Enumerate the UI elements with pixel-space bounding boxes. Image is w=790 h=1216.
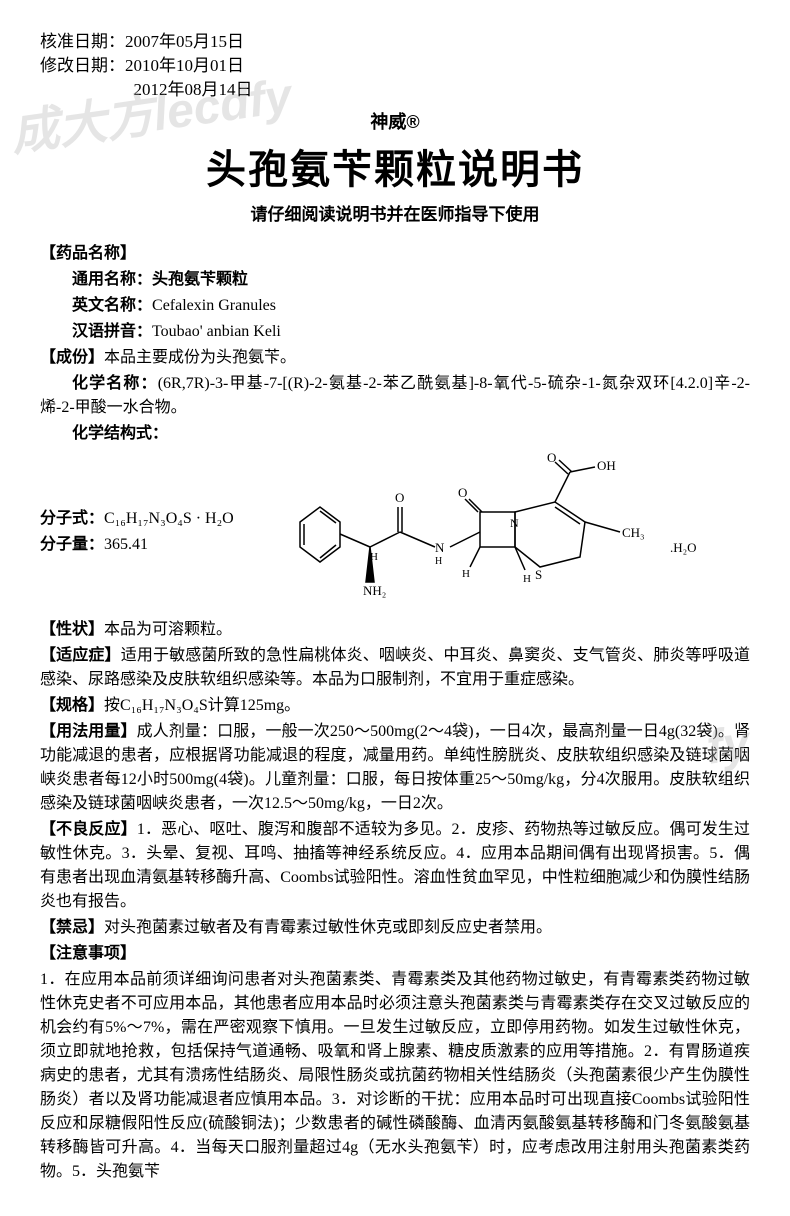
approval-label: 核准日期： xyxy=(40,32,125,51)
precautions-text: 1．在应用本品前须详细询问患者对头孢菌素类、青霉素类及其他药物过敏史，有青霉素类… xyxy=(40,971,750,1180)
indications-row: 【适应症】适用于敏感菌所致的急性扁桃体炎、咽峡炎、中耳炎、鼻窦炎、支气管炎、肺炎… xyxy=(40,644,750,692)
page-title: 头孢氨苄颗粒说明书 xyxy=(40,140,750,200)
formula-label: 分子式： xyxy=(40,510,104,527)
svg-text:H: H xyxy=(370,551,378,563)
revision-date-2: 2012年08月14日 xyxy=(134,80,253,99)
dosage-text: 成人剂量：口服，一般一次250～500mg(2～4袋)，一日4次，最高剂量一日4… xyxy=(40,723,750,812)
svg-text:S: S xyxy=(535,567,542,582)
adverse-text: 1．恶心、呕吐、腹泻和腹部不适较为多见。2．皮疹、药物热等过敏反应。偶可发生过敏… xyxy=(40,821,750,910)
drug-name-head: 【药品名称】 xyxy=(40,245,136,262)
structure-row: 分子式：C₁₆H₁₇N₃O₄S · H₂O 分子量：365.41 xyxy=(40,452,750,612)
weight-label: 分子量： xyxy=(40,536,104,553)
precautions-text-row: 1．在应用本品前须详细询问患者对头孢菌素类、青霉素类及其他药物过敏史，有青霉素类… xyxy=(40,968,750,1184)
spec-row: 【规格】按C₁₆H₁₇N₃O₄S计算125mg。 xyxy=(40,694,750,718)
struct-label: 化学结构式： xyxy=(72,425,168,442)
english-name-value: Cefalexin Granules xyxy=(152,297,276,314)
struct-label-row: 化学结构式： xyxy=(40,422,750,446)
pinyin-value: Toubao' anbian Keli xyxy=(152,323,281,340)
formula-value: C₁₆H₁₇N₃O₄S · H₂O xyxy=(104,510,234,527)
properties-head: 【性状】 xyxy=(40,621,104,638)
contra-row: 【禁忌】对头孢菌素过敏者及有青霉素过敏性休克或即刻反应史者禁用。 xyxy=(40,916,750,940)
svg-text:N: N xyxy=(435,540,445,555)
chemical-structure-diagram: O NH₂ H N H O N S H H O OH CH₃ .H₂O xyxy=(270,452,750,612)
weight-value: 365.41 xyxy=(104,536,148,553)
svg-text:NH₂: NH₂ xyxy=(363,583,386,598)
svg-text:O: O xyxy=(395,490,404,505)
brand-name: 神威® xyxy=(40,109,750,136)
properties-text: 本品为可溶颗粒。 xyxy=(104,621,232,638)
composition-head: 【成份】 xyxy=(40,349,104,366)
chem-name-label: 化学名称： xyxy=(72,375,158,392)
composition-row: 【成份】本品主要成份为头孢氨苄。 xyxy=(40,346,750,370)
contra-head: 【禁忌】 xyxy=(40,919,104,936)
dosage-row: 【用法用量】成人剂量：口服，一般一次250～500mg(2～4袋)，一日4次，最… xyxy=(40,720,750,816)
svg-text:O: O xyxy=(547,452,556,465)
revision-date-1: 2010年10月01日 xyxy=(125,56,244,75)
composition-main: 本品主要成份为头孢氨苄。 xyxy=(104,349,296,366)
svg-text:H: H xyxy=(435,556,442,567)
properties-row: 【性状】本品为可溶颗粒。 xyxy=(40,618,750,642)
svg-text:N: N xyxy=(510,516,519,530)
formula-row: 分子式：C₁₆H₁₇N₃O₄S · H₂O xyxy=(40,507,270,531)
svg-text:H: H xyxy=(462,568,470,580)
indications-text: 适用于敏感菌所致的急性扁桃体炎、咽峡炎、中耳炎、鼻窦炎、支气管炎、肺炎等呼吸道感… xyxy=(40,647,750,688)
page-subtitle: 请仔细阅读说明书并在医师指导下使用 xyxy=(40,202,750,228)
chem-name-row: 化学名称：(6R,7R)-3-甲基-7-[(R)-2-氨基-2-苯乙酰氨基]-8… xyxy=(40,372,750,420)
header-dates: 核准日期：2007年05月15日 修改日期：2010年10月01日 2012年0… xyxy=(40,30,750,101)
approval-date: 2007年05月15日 xyxy=(125,32,244,51)
precautions-head: 【注意事项】 xyxy=(40,945,136,962)
pinyin-row: 汉语拼音：Toubao' anbian Keli xyxy=(40,320,750,344)
english-name-label: 英文名称： xyxy=(72,297,152,314)
svg-text:OH: OH xyxy=(597,458,616,473)
generic-name-label: 通用名称： xyxy=(72,271,152,288)
weight-row: 分子量：365.41 xyxy=(40,533,270,557)
adverse-head: 【不良反应】 xyxy=(40,821,137,838)
generic-name-value: 头孢氨苄颗粒 xyxy=(152,271,248,288)
contra-text: 对头孢菌素过敏者及有青霉素过敏性休克或即刻反应史者禁用。 xyxy=(104,919,552,936)
spec-head: 【规格】 xyxy=(40,697,104,714)
english-name-row: 英文名称：Cefalexin Granules xyxy=(40,294,750,318)
adverse-row: 【不良反应】1．恶心、呕吐、腹泻和腹部不适较为多见。2．皮疹、药物热等过敏反应。… xyxy=(40,818,750,914)
generic-name-row: 通用名称：头孢氨苄颗粒 xyxy=(40,268,750,292)
indications-head: 【适应症】 xyxy=(40,647,121,664)
revision-label: 修改日期： xyxy=(40,56,125,75)
svg-text:H: H xyxy=(523,573,531,585)
svg-text:CH₃: CH₃ xyxy=(622,525,645,540)
svg-text:O: O xyxy=(458,485,467,500)
dosage-head: 【用法用量】 xyxy=(40,723,137,740)
precautions-head-row: 【注意事项】 xyxy=(40,942,750,966)
spec-text: 按C₁₆H₁₇N₃O₄S计算125mg。 xyxy=(104,697,300,714)
drug-name-section: 【药品名称】 xyxy=(40,242,750,266)
pinyin-label: 汉语拼音： xyxy=(72,323,152,340)
svg-text:.H₂O: .H₂O xyxy=(670,540,697,555)
